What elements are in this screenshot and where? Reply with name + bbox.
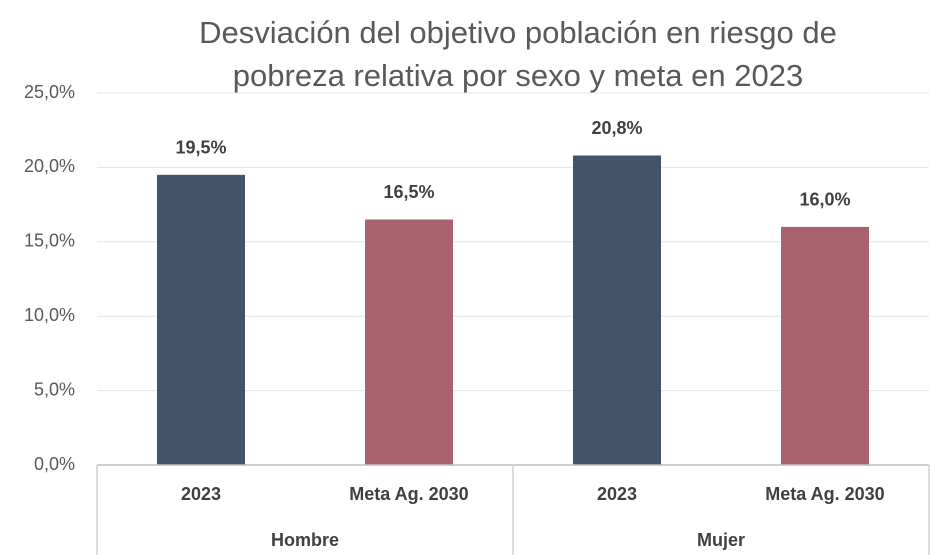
bar [365, 219, 453, 465]
bar [781, 226, 869, 465]
group-label: Hombre [271, 530, 339, 550]
value-label: 16,5% [383, 182, 434, 202]
y-tick-label: 10,0% [24, 305, 75, 325]
value-label: 16,0% [799, 190, 850, 210]
x-tick-label: Meta Ag. 2030 [349, 484, 468, 504]
bar [157, 174, 245, 465]
x-tick-label: 2023 [181, 484, 221, 504]
y-tick-label: 5,0% [34, 379, 75, 399]
y-tick-label: 25,0% [24, 82, 75, 102]
chart-title: pobreza relativa por sexo y meta en 2023 [233, 58, 803, 93]
value-label: 19,5% [175, 138, 226, 158]
x-tick-label: Meta Ag. 2030 [765, 484, 884, 504]
x-tick-label: 2023 [597, 484, 637, 504]
group-label: Mujer [697, 530, 745, 550]
bar [573, 155, 661, 465]
y-tick-label: 20,0% [24, 156, 75, 176]
y-tick-label: 15,0% [24, 231, 75, 251]
y-tick-label: 0,0% [34, 454, 75, 474]
chart-title: Desviación del objetivo población en rie… [199, 15, 837, 50]
value-label: 20,8% [591, 118, 642, 138]
